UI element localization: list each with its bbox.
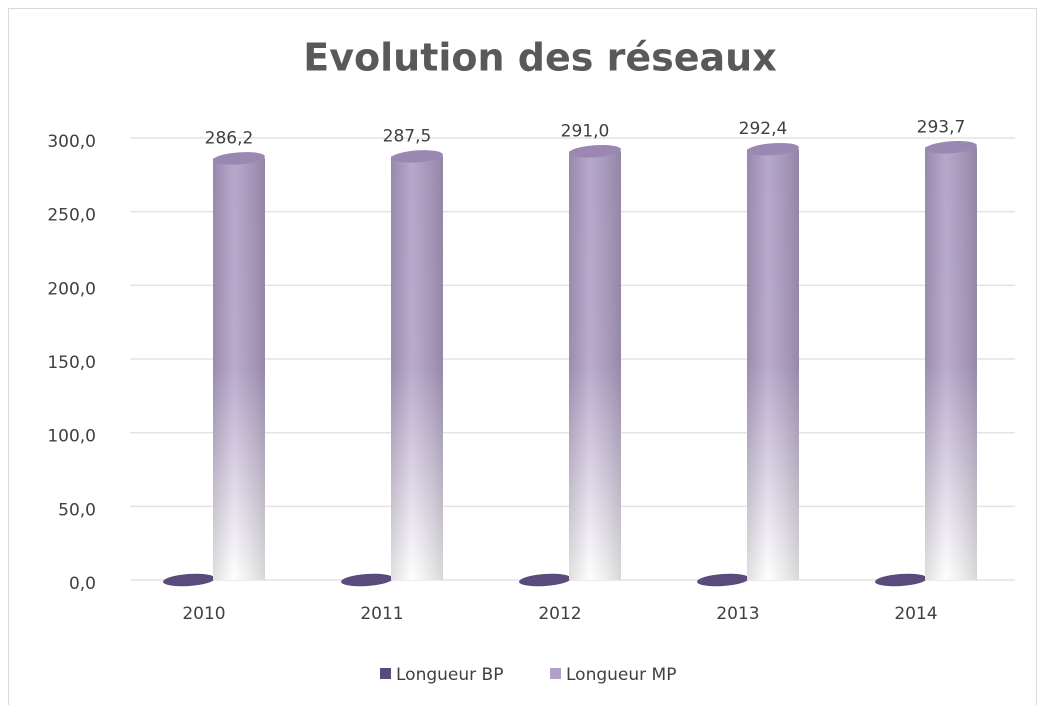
y-tick-label: 250,0 (47, 206, 96, 226)
bar-top (569, 145, 621, 158)
bar-disc (163, 573, 215, 587)
bar-disc (519, 573, 571, 587)
data-label: 291,0 (561, 121, 610, 141)
bar-shade (569, 151, 621, 580)
bar-shade (391, 156, 443, 580)
data-label: 287,5 (383, 126, 432, 146)
y-tick-label: 100,0 (47, 427, 96, 447)
x-tick-label: 2011 (360, 604, 403, 624)
bar-shade (925, 147, 977, 581)
data-label: 293,7 (917, 117, 966, 137)
bar-top (925, 141, 977, 154)
legend-swatch (550, 668, 561, 679)
chart-title: Evolution des réseaux (303, 36, 776, 80)
legend-label: Longueur BP (396, 665, 503, 685)
data-label: 286,2 (205, 128, 254, 148)
frame (8, 8, 1037, 705)
x-tick-label: 2014 (894, 604, 937, 624)
bar-top (391, 150, 443, 163)
x-tick-label: 2010 (182, 604, 225, 624)
bar-top (213, 152, 265, 165)
x-tick-label: 2012 (538, 604, 581, 624)
bar-disc (341, 573, 393, 587)
y-tick-label: 200,0 (47, 279, 96, 299)
legend-swatch (380, 668, 391, 679)
y-tick-label: 300,0 (47, 132, 96, 152)
bar-disc (697, 573, 749, 587)
bar-top (747, 142, 799, 156)
x-tick-label: 2013 (716, 604, 759, 624)
bar-shade (747, 149, 799, 580)
y-tick-label: 150,0 (47, 353, 96, 373)
data-label: 292,4 (739, 119, 788, 139)
bar-shade (213, 158, 265, 580)
bar-disc (875, 573, 927, 587)
legend-label: Longueur MP (566, 665, 676, 685)
y-tick-label: 50,0 (58, 500, 96, 520)
y-tick-label: 0,0 (69, 574, 96, 594)
